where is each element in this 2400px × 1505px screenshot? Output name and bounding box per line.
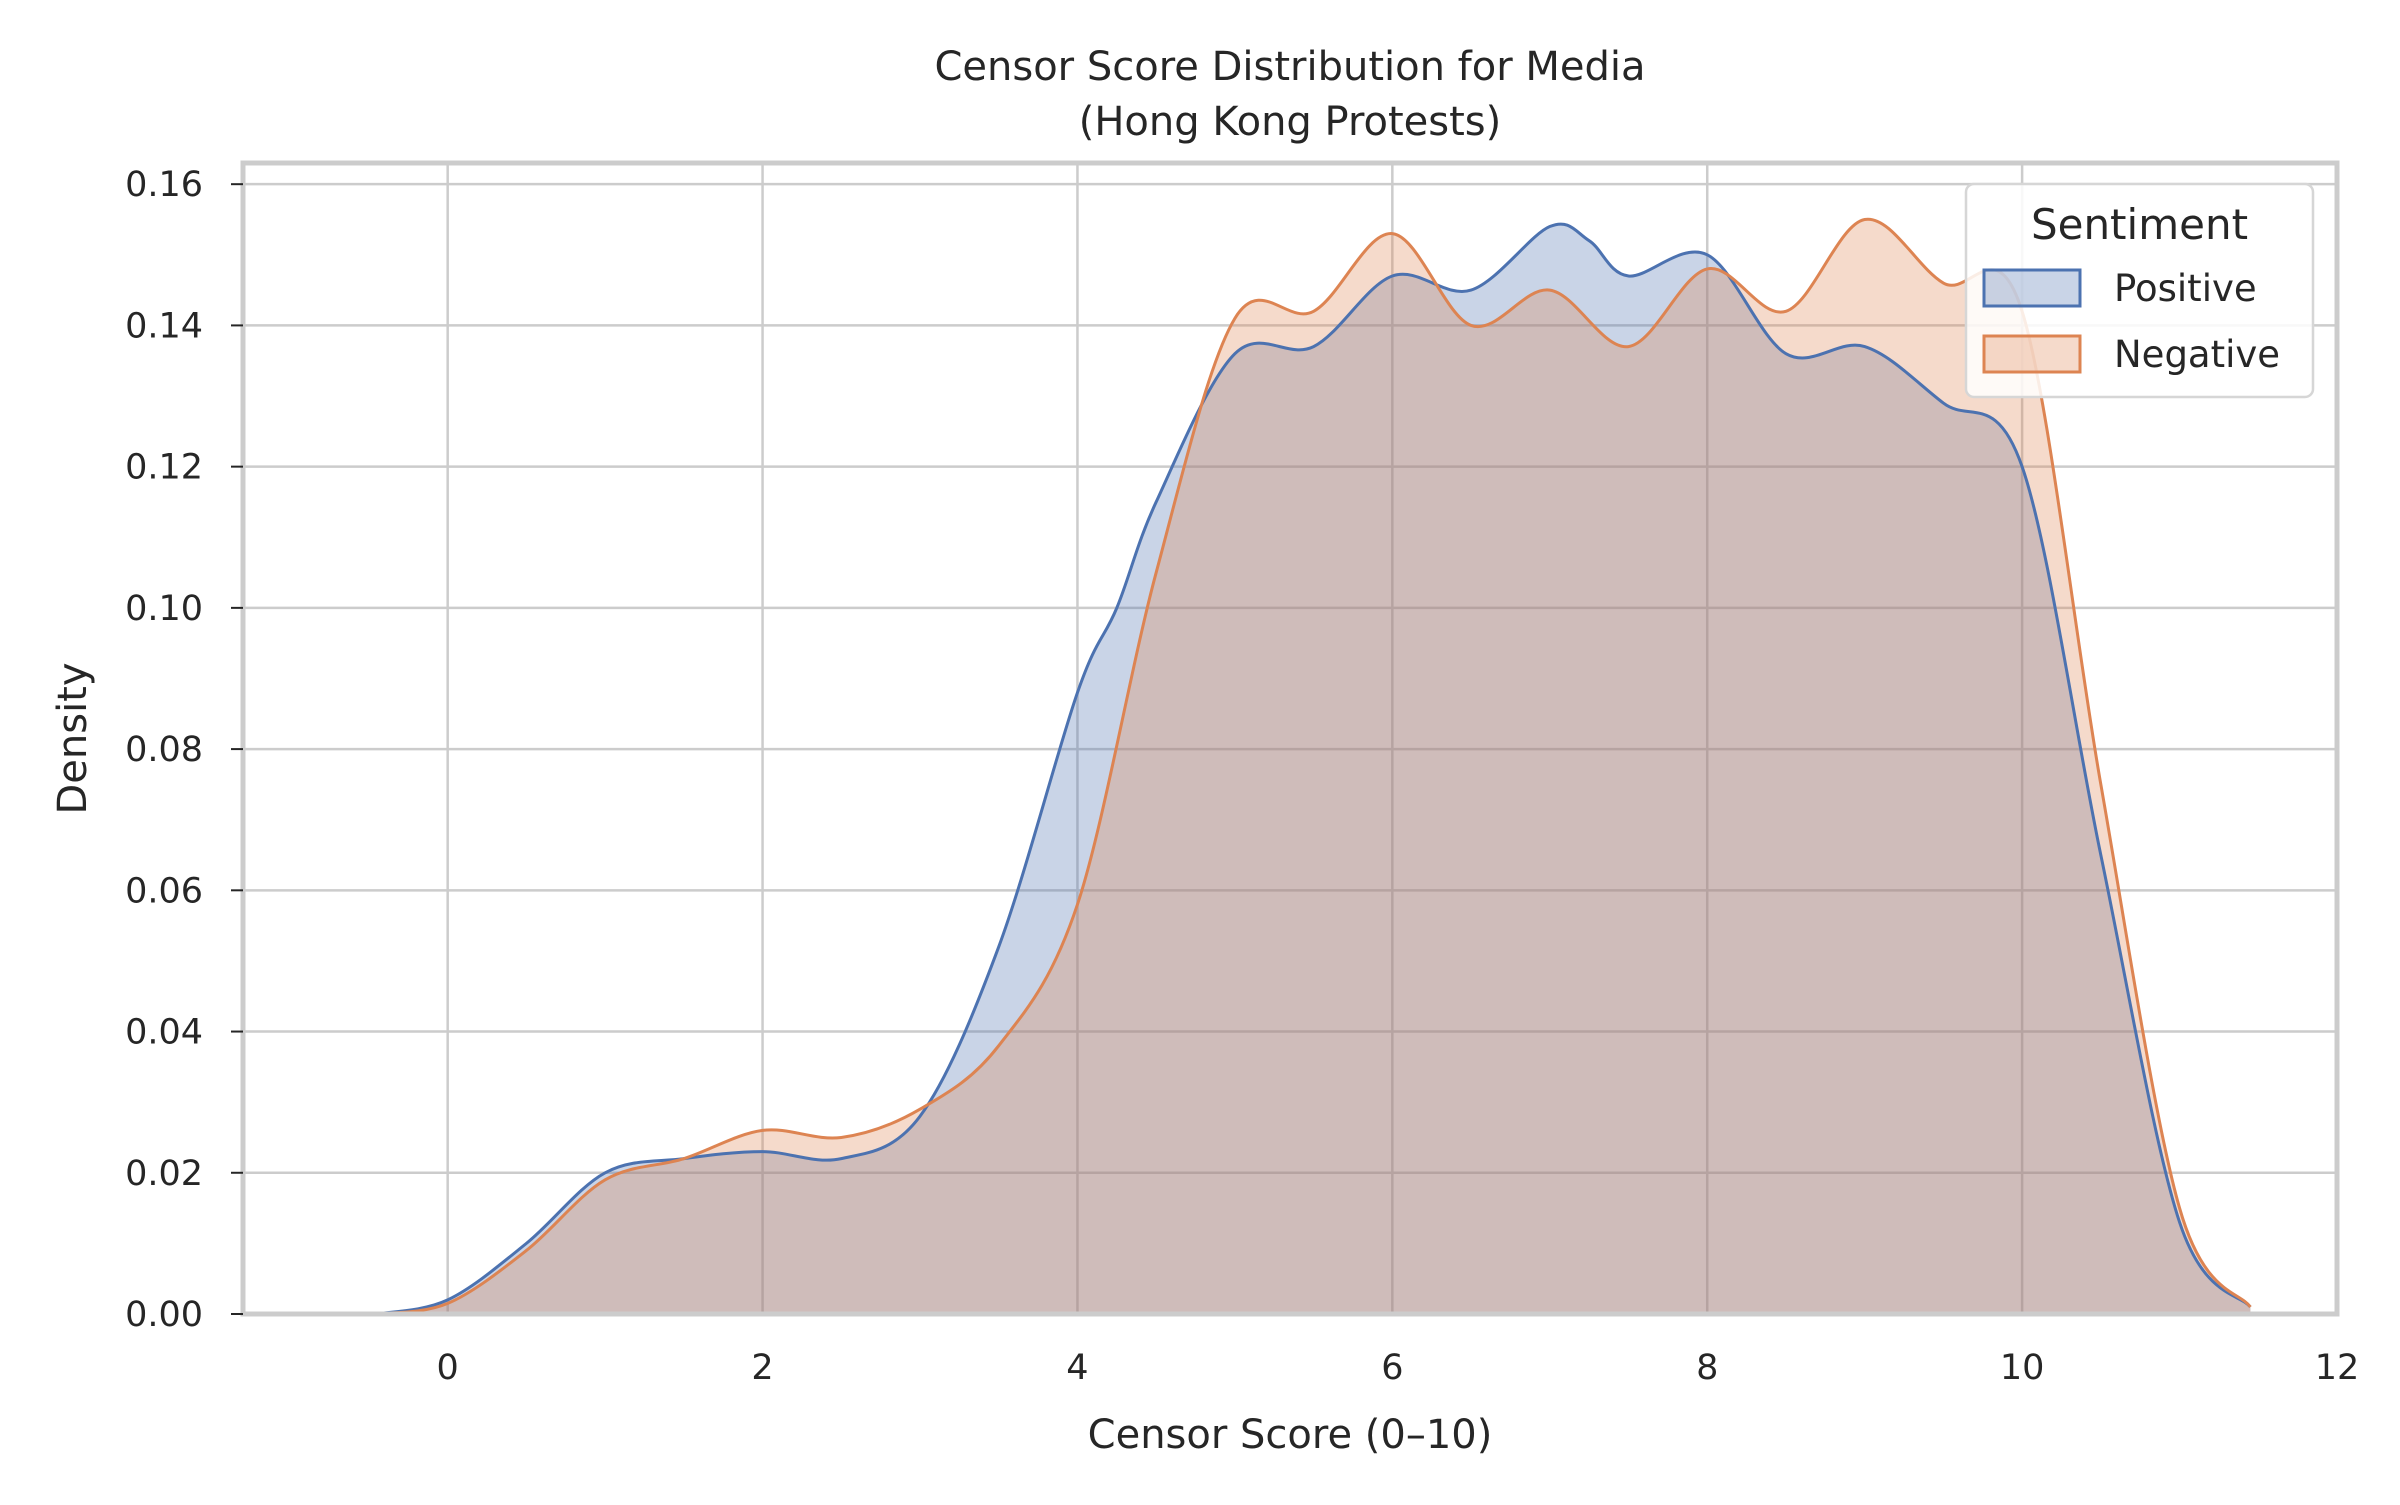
series-layer: [376, 217, 2252, 1316]
x-tick-label-1: 2: [751, 1348, 773, 1388]
y-tick-label-2: 0.04: [125, 1013, 203, 1053]
y-tick-label-4: 0.08: [125, 730, 203, 770]
x-tick-label-6: 12: [2315, 1348, 2360, 1388]
series-negative-area: [376, 219, 2251, 1314]
y-axis-label: Density: [50, 662, 96, 814]
chart-title: Censor Score Distribution for Media (Hong…: [934, 44, 1645, 145]
tick-labels: 0 2 4 6 8 10 12 0.00 0.02 0.04 0.06 0.08 0.10 0.12 0.1…: [125, 165, 2359, 1388]
series-positive-line: [376, 222, 2252, 1316]
x-tick-label-4: 8: [1696, 1348, 1718, 1388]
legend-title: Sentiment: [2031, 200, 2248, 249]
chart-title-line-2: (Hong Kong Protests): [1079, 99, 1502, 145]
y-tick-label-6: 0.12: [125, 448, 203, 488]
y-tick-label-7: 0.14: [125, 306, 203, 346]
legend-swatch-negative: [1982, 334, 2082, 374]
x-tick-label-5: 10: [2000, 1348, 2045, 1388]
x-tick-label-2: 4: [1066, 1348, 1088, 1388]
legend-box: [1964, 182, 2315, 399]
x-tick-label-3: 6: [1381, 1348, 1403, 1388]
x-axis-label: Censor Score (0–10): [1088, 1412, 1493, 1458]
plot-border: [240, 160, 2340, 1317]
legend-swatch-positive: [1982, 268, 2082, 308]
chart-title-line-1: Censor Score Distribution for Media: [934, 44, 1645, 90]
series-positive-area: [376, 224, 2251, 1315]
y-tick-label-8: 0.16: [125, 165, 203, 205]
legend-label-negative: Negative: [2114, 333, 2280, 376]
y-tick-label-1: 0.02: [125, 1154, 203, 1194]
x-tick-label-0: 0: [437, 1348, 459, 1388]
plot-frame: [240, 160, 2340, 1317]
y-tick-label-3: 0.06: [125, 871, 203, 911]
legend-label-positive: Positive: [2114, 267, 2257, 310]
legend: Sentiment Positive Negative: [1964, 182, 2315, 399]
y-tick-label-0: 0.00: [125, 1295, 203, 1335]
y-tick-label-5: 0.10: [125, 589, 203, 629]
